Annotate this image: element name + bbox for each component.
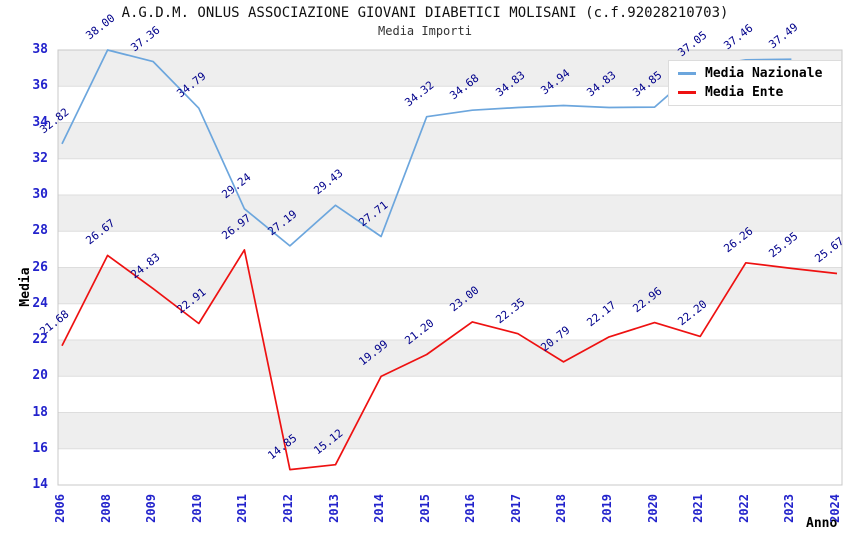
x-tick-label: 2019 — [600, 494, 615, 523]
legend-item-media-ente: Media Ente — [669, 83, 841, 102]
legend-label-nazionale: Media Nazionale — [705, 66, 823, 81]
x-tick-label: 2021 — [691, 494, 706, 523]
y-tick-label: 18 — [32, 404, 48, 420]
y-tick-label: 38 — [32, 42, 48, 57]
y-tick-label: 26 — [32, 259, 48, 275]
plot-band — [58, 231, 842, 268]
series-line-media-ente — [61, 249, 838, 471]
y-tick-label: 22 — [32, 332, 48, 347]
legend-swatch-ente — [678, 91, 696, 94]
y-tick-label: 32 — [32, 150, 48, 166]
x-tick-label: 2010 — [189, 494, 204, 523]
x-tick-label: 2015 — [417, 494, 432, 523]
plot-band — [58, 267, 842, 304]
x-tick-label: 2009 — [144, 494, 159, 523]
y-tick-label: 20 — [32, 368, 48, 384]
plot-band — [58, 195, 842, 232]
y-axis-title: Media — [18, 267, 33, 307]
x-tick-label: 2022 — [736, 494, 751, 523]
x-tick-label: 2008 — [98, 494, 113, 523]
legend-item-media-nazionale: Media Nazionale — [669, 64, 841, 83]
plot-band — [58, 303, 842, 340]
x-tick-label: 2012 — [280, 494, 295, 523]
x-tick-label: 2023 — [782, 494, 797, 523]
chart-subtitle: Media Importi — [378, 24, 472, 38]
x-tick-label: 2020 — [645, 494, 660, 523]
y-tick-label: 34 — [32, 114, 48, 130]
plot-band — [58, 448, 842, 485]
x-tick-label: 2024 — [828, 494, 842, 523]
y-tick-label: 28 — [32, 223, 48, 239]
x-axis-title: Anno — [806, 516, 838, 531]
y-tick-label: 14 — [32, 477, 48, 492]
plot-band — [58, 376, 842, 413]
plot-band — [58, 122, 842, 159]
plot-border — [57, 49, 843, 486]
y-tick-label: 30 — [32, 187, 48, 202]
x-tick-label: 2013 — [326, 494, 341, 523]
chart-legend: Media Nazionale Media Ente — [668, 60, 842, 106]
x-tick-label: 2017 — [508, 494, 523, 523]
page-title: A.G.D.M. ONLUS ASSOCIAZIONE GIOVANI DIAB… — [121, 5, 729, 21]
plot-band — [58, 158, 842, 195]
y-tick-label: 24 — [32, 295, 48, 311]
x-tick-label: 2018 — [554, 494, 569, 523]
legend-label-ente: Media Ente — [705, 85, 784, 100]
y-tick-label: 36 — [32, 78, 48, 94]
x-tick-label: 2006 — [53, 494, 67, 523]
legend-swatch-nazionale — [678, 72, 696, 75]
x-tick-label: 2016 — [463, 494, 478, 523]
y-tick-label: 16 — [32, 440, 48, 456]
plot-band — [58, 340, 842, 377]
x-tick-label: 2011 — [235, 494, 250, 523]
plot-band — [58, 412, 842, 449]
x-tick-label: 2014 — [372, 494, 387, 523]
